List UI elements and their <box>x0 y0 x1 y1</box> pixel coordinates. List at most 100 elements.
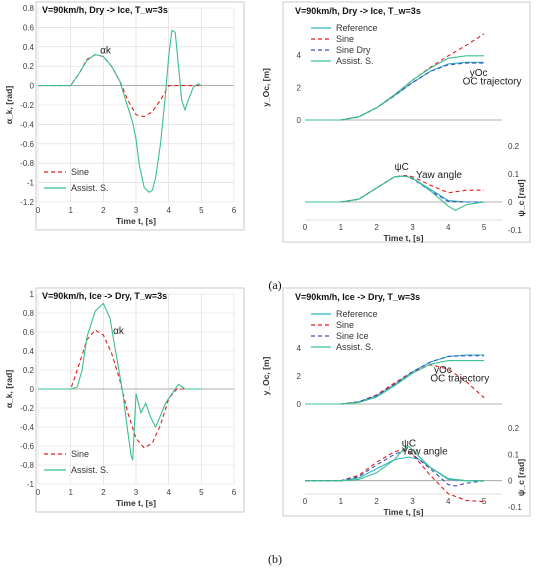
y2-tick-label: 0.1 <box>508 170 520 179</box>
panel-title: V=90km/h, Ice -> Dry, T_w=3s <box>295 292 420 302</box>
y-tick-label: 2 <box>297 84 302 93</box>
y-tick-label: 0 <box>297 116 302 125</box>
trajectory-line-reference <box>305 61 485 121</box>
y2-tick-label: -0.1 <box>508 226 522 235</box>
x-tick-label: 4 <box>166 488 171 497</box>
y-tick-label: 0 <box>30 385 35 394</box>
y2-tick-label: -0.1 <box>508 503 522 512</box>
legend-label: Sine <box>336 320 354 330</box>
x-tick-label: 1 <box>68 488 73 497</box>
yaw-line-assist-s- <box>305 175 485 212</box>
series-line-sine <box>38 54 202 118</box>
x-tick-label: 2 <box>101 206 106 215</box>
x-tick-label: 3 <box>410 497 415 506</box>
x-tick-label: 5 <box>199 206 204 215</box>
y2-tick-label: 0 <box>508 477 513 486</box>
x-tick-label: 0 <box>303 223 308 232</box>
series-line-assist-s- <box>38 302 202 461</box>
y2-axis-label: ψ_c [rad] <box>516 179 526 216</box>
y-tick-label: -1 <box>27 179 35 188</box>
y-tick-label: -0.2 <box>20 404 34 413</box>
panel-title: V=90km/h, Ice -> Dry, T_w=3s <box>42 291 167 301</box>
legend-label: Assist. S. <box>71 465 109 475</box>
x-tick-label: 5 <box>482 223 487 232</box>
x-tick-label: 2 <box>374 223 379 232</box>
legend-label: Sine <box>71 449 89 459</box>
trajectory-line-sine-dry <box>305 62 485 121</box>
y-tick-label: 0.2 <box>23 366 35 375</box>
legend-label: Assist. S. <box>71 183 109 193</box>
y-tick-label: 0.4 <box>23 43 35 52</box>
legend-label: Sine Dry <box>336 45 371 55</box>
y-axis-label: y_Oc, [m] <box>261 356 271 395</box>
y-tick-label: 0.6 <box>23 23 35 32</box>
panel-title: V=90km/h, Dry -> Ice, T_w=3s <box>295 6 421 16</box>
x-tick-label: 4 <box>446 223 451 232</box>
x-axis-label: Time t, [s] <box>116 498 156 508</box>
y-axis-label: y_Oc, [m] <box>261 68 271 107</box>
y2-tick-label: 0.1 <box>508 450 520 459</box>
y-tick-label: -0.6 <box>20 442 34 451</box>
x-tick-label: 3 <box>134 488 139 497</box>
x-tick-label: 4 <box>166 206 171 215</box>
y-tick-label: 2 <box>297 372 302 381</box>
y2-tick-label: 0 <box>508 198 513 207</box>
legend-label: Assist. S. <box>336 56 374 66</box>
legend-label: Assist. S. <box>336 342 374 352</box>
y-tick-label: -0.4 <box>20 423 34 432</box>
y-axis-label: α_k, [rad] <box>4 86 14 124</box>
caption-b: (b) <box>268 552 282 566</box>
y-tick-label: 0.4 <box>23 347 35 356</box>
x-tick-label: 2 <box>101 488 106 497</box>
y2-tick-label: 0.2 <box>508 424 520 433</box>
x-tick-label: 6 <box>232 206 237 215</box>
chart-b_left: -1 -0.8 -0.6 -0.4 -0.2 0 0.2 0.4 0.6 0.8 1 0 1 2 3 4 5 6 V… <box>4 287 245 513</box>
y-tick-label: 4 <box>297 344 302 353</box>
y-tick-label: 0.8 <box>23 4 35 13</box>
x-tick-label: 0 <box>36 488 41 497</box>
yaw-line-reference <box>305 456 485 482</box>
x-tick-label: 1 <box>339 497 344 506</box>
annotation: OC trajectory <box>430 374 489 385</box>
annotation: yOc <box>470 68 488 79</box>
annotation: αk <box>100 46 112 57</box>
annotation: OC trajectory <box>463 76 522 87</box>
y2-axis-label: ψ_c [rad] <box>516 459 526 496</box>
y-tick-label: 0 <box>30 82 35 91</box>
caption-a: (a) <box>268 278 281 292</box>
y-tick-label: -1 <box>27 480 35 489</box>
x-tick-label: 1 <box>339 223 344 232</box>
annotation: Yaw angle <box>402 446 448 457</box>
annotation: αk <box>113 326 125 337</box>
yaw-line-sine-ice <box>305 449 485 487</box>
yaw-line-sine <box>305 448 485 503</box>
legend-label: Reference <box>336 309 378 319</box>
legend-label: Sine <box>71 167 89 177</box>
chart-b_right: V=90km/h, Ice -> Dry, T_w=3s 0 2 4 0.2 0.1 0 -0… <box>261 287 531 517</box>
legend-label: Reference <box>336 23 378 33</box>
x-tick-label: 1 <box>68 206 73 215</box>
annotation: ψC <box>395 162 409 173</box>
annotation: Yaw angle <box>416 170 462 181</box>
y2-tick-label: 0.2 <box>508 142 520 151</box>
x-axis-label: Time t, [s] <box>384 507 424 517</box>
y-tick-label: -0.2 <box>20 101 34 110</box>
trajectory-line-sine <box>305 33 485 121</box>
y-tick-label: 1 <box>30 290 35 299</box>
x-tick-label: 6 <box>232 488 237 497</box>
panel-frame <box>282 287 531 517</box>
y-tick-label: -0.4 <box>20 120 34 129</box>
y-tick-label: 0.6 <box>23 328 35 337</box>
legend-label: Sine <box>336 34 354 44</box>
yaw-line-assist-s- <box>305 445 485 482</box>
panel-frame <box>35 287 245 513</box>
x-tick-label: 0 <box>36 206 41 215</box>
series-line-assist-s- <box>38 29 202 193</box>
x-tick-label: 5 <box>199 488 204 497</box>
y-tick-label: -0.6 <box>20 140 34 149</box>
y-tick-label: -0.8 <box>20 461 34 470</box>
x-tick-label: 3 <box>134 206 139 215</box>
annotation: yOc <box>434 365 452 376</box>
x-axis-label: Time t, [s] <box>384 233 424 243</box>
